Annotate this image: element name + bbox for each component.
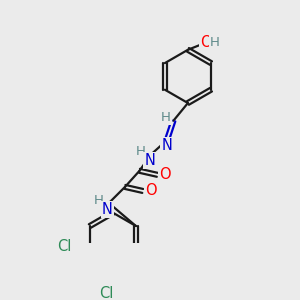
Text: Cl: Cl <box>57 239 71 254</box>
Text: N: N <box>102 202 113 217</box>
Text: Cl: Cl <box>99 286 114 300</box>
Text: H: H <box>94 194 104 207</box>
Text: N: N <box>161 138 172 153</box>
Text: H: H <box>210 36 220 49</box>
Text: O: O <box>200 35 212 50</box>
Text: O: O <box>160 167 171 182</box>
Text: O: O <box>145 183 157 198</box>
Text: H: H <box>136 145 146 158</box>
Text: N: N <box>145 153 155 168</box>
Text: H: H <box>161 111 171 124</box>
